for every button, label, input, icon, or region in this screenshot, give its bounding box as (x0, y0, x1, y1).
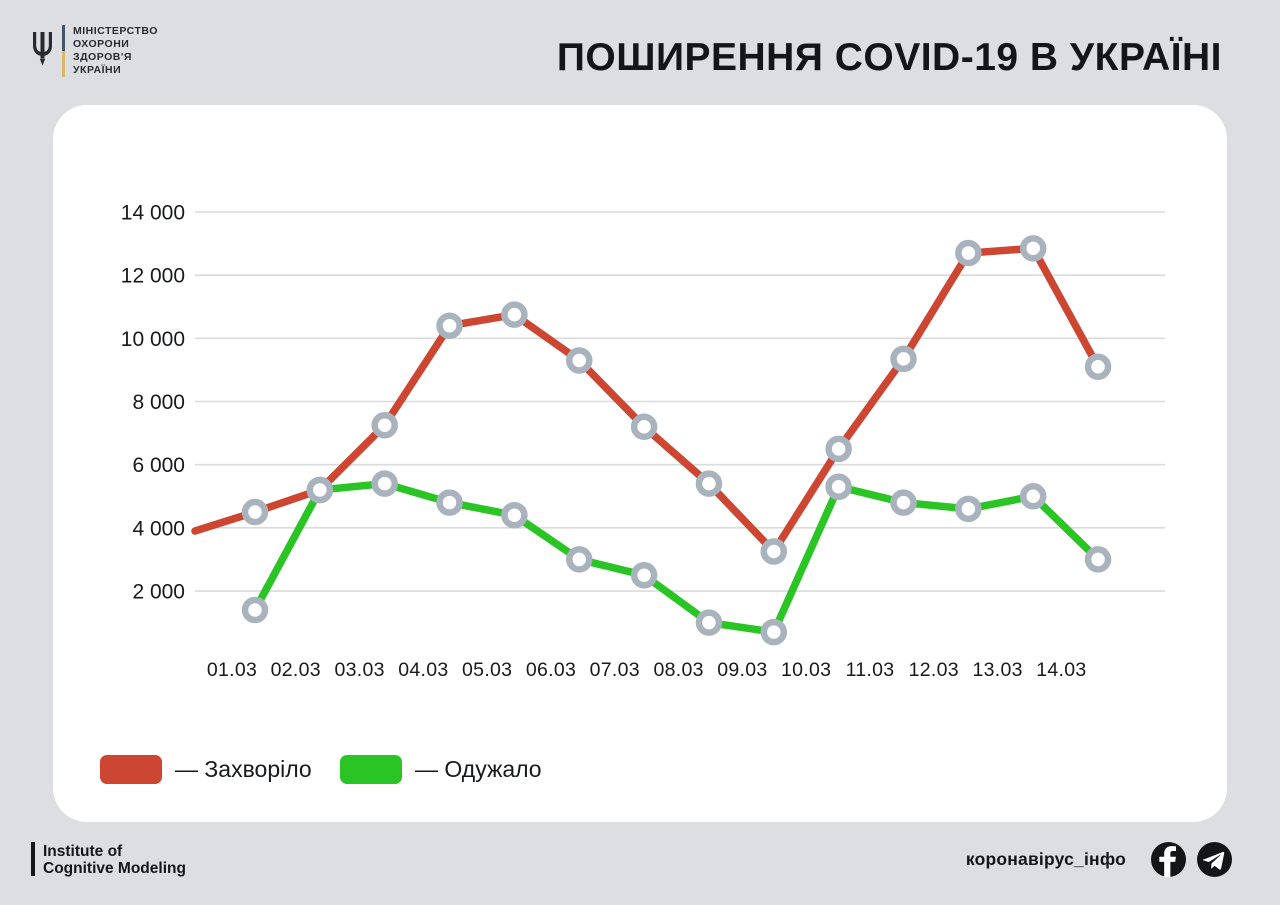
y-axis-label: 6 000 (132, 454, 185, 477)
data-point-infected (695, 470, 723, 497)
data-point-recovered (825, 473, 852, 501)
data-point-recovered (1019, 483, 1047, 510)
data-point-infected (760, 538, 788, 565)
x-axis-label: 04.03 (398, 659, 448, 681)
data-point-recovered (1084, 546, 1112, 573)
institute-name-line2: Cognitive Modeling (43, 859, 186, 877)
data-point-recovered (241, 596, 269, 624)
legend-label-recovered: — Одужало (415, 756, 542, 782)
x-axis-label: 08.03 (653, 659, 703, 681)
covid-line-chart: 2 000 4 000 6 000 8 000 10 000 12 000 14 000 01… (121, 202, 1165, 681)
x-axis-label: 14.03 (1036, 659, 1086, 681)
x-axis-label: 12.03 (909, 659, 959, 681)
x-axis-label: 05.03 (462, 659, 512, 681)
x-axis-label: 10.03 (781, 659, 831, 681)
y-axis-label: 4 000 (132, 517, 185, 540)
y-axis-label: 12 000 (121, 265, 185, 288)
brand-divider-bar (31, 842, 35, 876)
ministry-line: ОХОРОНИ (73, 38, 130, 50)
trident-icon (30, 31, 55, 71)
recovered-color-swatch (340, 755, 402, 784)
telegram-icon (1197, 842, 1232, 877)
page-title: ПОШИРЕННЯ COVID-19 В УКРАЇНІ (556, 36, 1222, 79)
data-point-infected (566, 347, 593, 374)
data-point-recovered (630, 561, 658, 589)
data-point-infected (630, 413, 658, 441)
institute-brand: Institute of Cognitive Modeling (31, 842, 186, 877)
data-point-recovered (501, 501, 528, 529)
chart-card: 2 000 4 000 6 000 8 000 10 000 12 000 14 000 01… (53, 105, 1227, 822)
social-handle: коронавірус_інфо (965, 849, 1126, 869)
data-point-infected (890, 345, 917, 373)
ministry-line: ЗДОРОВ'Я (73, 51, 132, 63)
data-point-recovered (371, 470, 398, 497)
x-axis-label: 06.03 (526, 659, 576, 681)
data-point-recovered (955, 495, 982, 523)
x-axis-label: 03.03 (334, 659, 384, 681)
legend-item-infected: — Захворіло (100, 755, 312, 784)
y-axis-label: 8 000 (132, 391, 185, 414)
legend-label-infected: — Захворіло (175, 756, 312, 782)
ministry-name: МІНІСТЕРСТВО ОХОРОНИ ЗДОРОВ'Я УКРАЇНИ (73, 25, 158, 77)
data-point-infected (955, 239, 982, 267)
flag-bar (62, 25, 65, 77)
data-point-recovered (890, 489, 917, 516)
data-point-recovered (306, 476, 334, 504)
ministry-line: УКРАЇНИ (73, 64, 122, 76)
x-axis-label: 07.03 (590, 659, 640, 681)
x-axis-label: 11.03 (846, 659, 895, 681)
ministry-logo: МІНІСТЕРСТВО ОХОРОНИ ЗДОРОВ'Я УКРАЇНИ (30, 25, 158, 77)
facebook-icon (1151, 842, 1186, 877)
y-axis-label: 2 000 (132, 581, 185, 604)
header: МІНІСТЕРСТВО ОХОРОНИ ЗДОРОВ'Я УКРАЇНИ ПО… (0, 0, 1280, 105)
data-point-infected (501, 301, 528, 328)
infected-color-swatch (100, 755, 162, 784)
flag-blue-segment (62, 25, 65, 51)
ministry-line: МІНІСТЕРСТВО (73, 25, 158, 37)
data-point-recovered (760, 618, 788, 646)
data-point-infected (1019, 235, 1047, 262)
x-axis-label: 02.03 (271, 659, 321, 681)
data-point-infected (825, 435, 852, 463)
data-point-infected (1084, 353, 1112, 381)
x-axis-label: 01.03 (207, 659, 257, 681)
data-point-infected (241, 498, 269, 526)
data-point-infected (436, 312, 463, 339)
footer-social: коронавірус_інфо (966, 842, 1232, 877)
data-point-recovered (695, 609, 723, 636)
flag-yellow-segment (62, 51, 65, 77)
institute-name-line1: Institute of (43, 842, 123, 860)
x-axis-label: 13.03 (972, 659, 1022, 681)
data-point-recovered (566, 546, 593, 573)
y-axis-label: 14 000 (121, 202, 185, 225)
x-axis-label: 09.03 (717, 659, 767, 681)
y-axis-label: 10 000 (121, 328, 185, 351)
legend-item-recovered: — Одужало (340, 755, 542, 784)
data-point-infected (371, 411, 398, 439)
data-point-recovered (436, 489, 463, 516)
